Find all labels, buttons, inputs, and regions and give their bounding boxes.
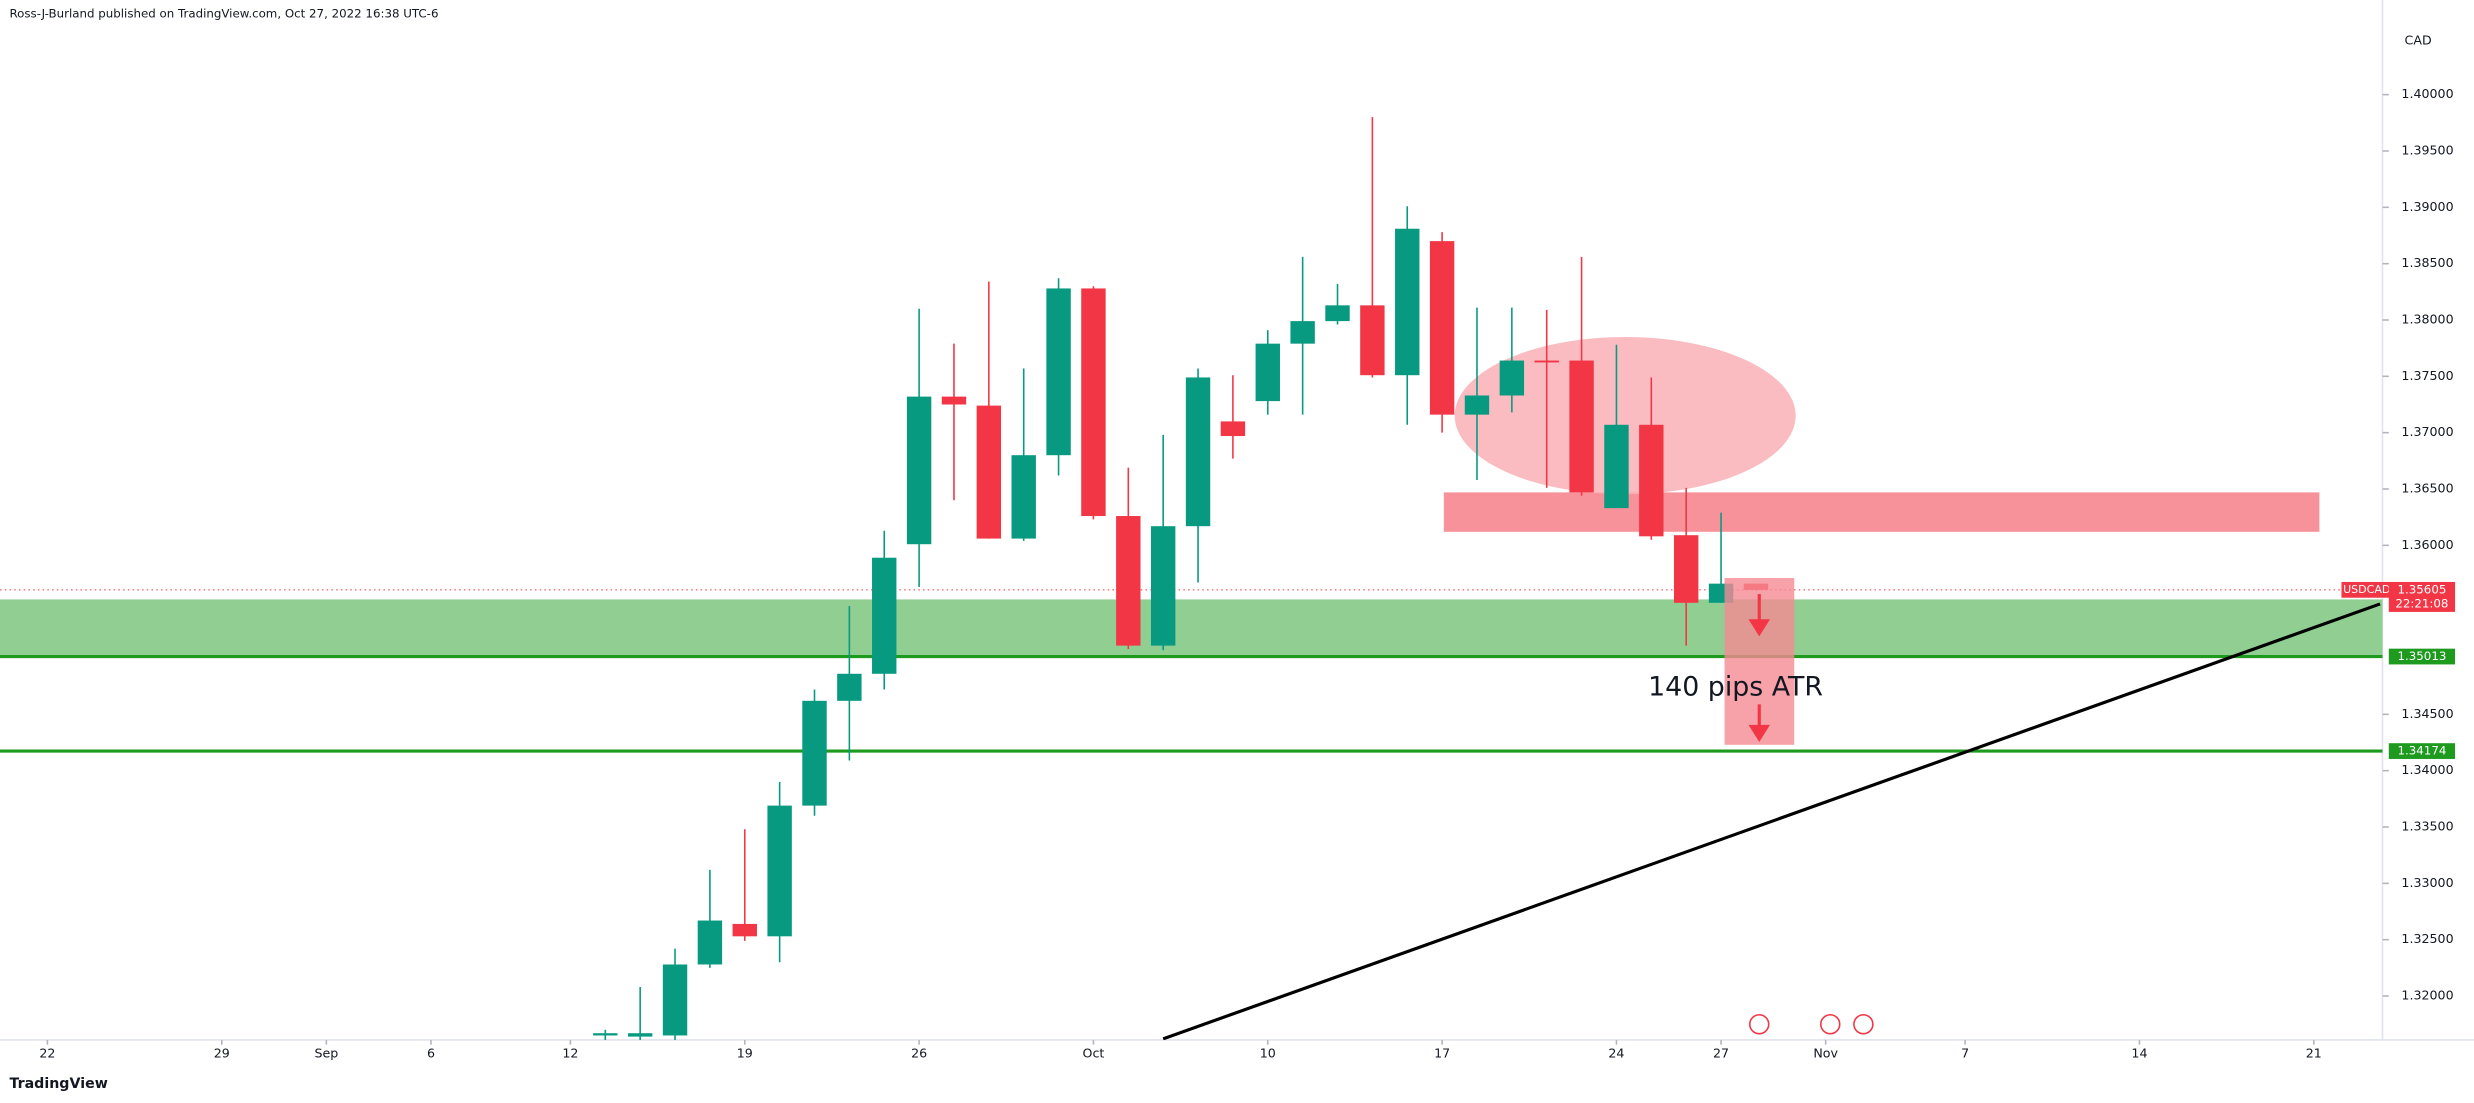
- x-tick-label: 26: [911, 1046, 927, 1061]
- publish-header: Ross-J-Burland published on TradingView.…: [9, 7, 438, 21]
- red-arrows: [1748, 594, 1770, 742]
- candle-body: [1395, 228, 1420, 376]
- candle-body: [593, 1033, 618, 1036]
- candle-body: [1325, 305, 1350, 322]
- price-tag: [2388, 648, 2456, 665]
- event-icon[interactable]: [1748, 1013, 1770, 1035]
- x-tick-label: 7: [1961, 1046, 1969, 1061]
- last-price-tag: [2388, 581, 2456, 612]
- y-tick-label: 1.34500: [2401, 706, 2453, 721]
- price-tag: [2388, 743, 2456, 759]
- x-tick-label: 29: [214, 1046, 230, 1061]
- candle-body: [1569, 360, 1594, 493]
- y-tick-label: 1.32000: [2401, 988, 2453, 1003]
- candle-body: [1255, 343, 1280, 402]
- candle-body: [732, 923, 757, 937]
- x-tick-label: 12: [562, 1046, 578, 1061]
- y-tick-label: 1.32500: [2401, 931, 2453, 946]
- candle-body: [941, 396, 967, 405]
- x-tick-label: 17: [1434, 1046, 1450, 1061]
- y-tick-label: 1.39000: [2401, 199, 2453, 214]
- x-tick-label: 22: [39, 1046, 55, 1061]
- candle-body: [1429, 241, 1455, 415]
- candle-body: [1360, 305, 1385, 376]
- last-price-label: 1.35605: [2397, 582, 2446, 596]
- y-tick-label: 1.39500: [2401, 142, 2453, 157]
- candle-body: [1220, 421, 1246, 437]
- candle-body: [1639, 424, 1664, 537]
- trend-line: [1162, 602, 2381, 1040]
- x-tick-label: 6: [427, 1046, 435, 1061]
- price-tag-label: 1.34174: [2397, 744, 2446, 758]
- candle-body: [1185, 377, 1211, 527]
- x-tick-label: Nov: [1813, 1046, 1838, 1061]
- brand-logo: TradingView: [9, 1076, 107, 1092]
- candle-body: [1464, 395, 1490, 415]
- candle-body: [767, 805, 792, 937]
- candle-body: [837, 673, 862, 701]
- y-tick-label: 1.36500: [2401, 481, 2453, 496]
- symbol-tag: [2341, 581, 2392, 598]
- x-tick-label: Sep: [314, 1046, 338, 1061]
- countdown-label: 22:21:08: [2395, 597, 2448, 611]
- candle-body: [1046, 288, 1071, 456]
- candle-body: [1081, 288, 1106, 517]
- candle-body: [627, 1033, 653, 1037]
- x-tick-label: 21: [2306, 1046, 2322, 1061]
- x-tick-label: 10: [1260, 1046, 1276, 1061]
- currency-label: CAD: [2405, 32, 2432, 47]
- y-tick-label: 1.40000: [2401, 86, 2453, 101]
- price-tag-label: 1.35013: [2397, 649, 2446, 663]
- candle-body: [976, 405, 1002, 539]
- support-zone: [0, 599, 2383, 657]
- candle-body: [1499, 360, 1525, 396]
- y-tick-label: 1.38000: [2401, 311, 2453, 326]
- y-tick-label: 1.34000: [2401, 762, 2453, 777]
- x-tick-label: 27: [1713, 1046, 1729, 1061]
- candle-body: [802, 700, 827, 806]
- y-tick-label: 1.38500: [2401, 255, 2453, 270]
- event-icons: [1748, 1013, 1874, 1035]
- candle-body: [1011, 455, 1036, 539]
- y-tick-label: 1.37500: [2401, 368, 2453, 383]
- event-icon[interactable]: [1853, 1013, 1874, 1035]
- candle-body: [1534, 360, 1559, 363]
- candle-body: [1290, 321, 1315, 344]
- atr-label: 140 pips ATR: [1648, 672, 1823, 703]
- y-tick-label: 1.37000: [2401, 424, 2453, 439]
- candle-body: [662, 964, 688, 1036]
- candle-body: [1673, 535, 1699, 603]
- candle-body: [697, 920, 723, 965]
- y-tick-label: 1.33500: [2401, 819, 2453, 834]
- arrow-head: [1748, 619, 1770, 637]
- candle-body: [872, 557, 897, 674]
- candle-body: [1604, 424, 1629, 509]
- candle-body: [1150, 526, 1176, 646]
- y-tick-label: 1.36000: [2401, 537, 2453, 552]
- candle-body: [1116, 516, 1141, 646]
- symbol-tag-label: USDCAD: [2343, 583, 2390, 596]
- arrow-head: [1748, 724, 1770, 742]
- x-tick-label: 14: [2131, 1046, 2147, 1061]
- x-tick-label: 24: [1608, 1046, 1624, 1061]
- y-tick-label: 1.33000: [2401, 875, 2453, 890]
- highlight-ellipse: [1454, 337, 1796, 495]
- plot-area: [0, 117, 2383, 1040]
- x-tick-label: Oct: [1083, 1046, 1105, 1061]
- event-icon[interactable]: [1819, 1013, 1841, 1035]
- candle-body: [906, 396, 932, 545]
- resistance-zone: [1443, 492, 2320, 532]
- x-tick-label: 19: [737, 1046, 753, 1061]
